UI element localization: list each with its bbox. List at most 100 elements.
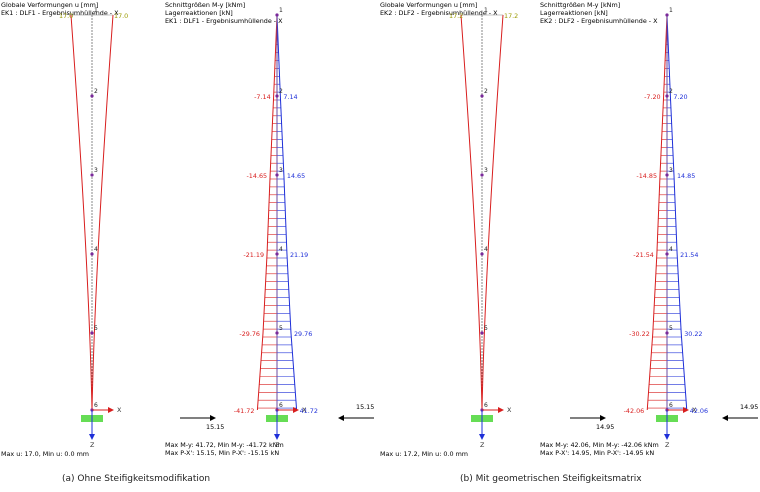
z-axis-arrow-deform-a bbox=[89, 434, 95, 440]
deformed-left-a bbox=[70, 14, 93, 411]
reaction-right-label-a: 15.15 bbox=[356, 403, 374, 411]
moment-neg-outline-a bbox=[256, 14, 278, 411]
moment-header-a-line2: Lagerreaktionen [kN] bbox=[165, 9, 233, 17]
moment-header-b-line3: EK2 : DLF2 - Ergebnisumhüllende - X bbox=[540, 17, 658, 25]
node-label-a-3: 3 bbox=[94, 167, 98, 174]
moment-footer-b-line1: Max M-y: 42.06, Min M-y: -42.06 kNm bbox=[540, 441, 659, 449]
reaction-right-arrow-b bbox=[722, 415, 728, 421]
node-label-a-2: 2 bbox=[94, 88, 98, 95]
node-label-b-5: 5 bbox=[484, 325, 488, 332]
deform-header-a: Globale Verformungen u [mm] EK1 : DLF1 -… bbox=[1, 1, 119, 17]
moment-node-label-b-1: 1 bbox=[669, 7, 673, 14]
z-axis-arrow-moment-a bbox=[274, 434, 280, 440]
z-axis-label-deform-b: Z bbox=[480, 441, 485, 449]
moment-header-a-line3: EK1 : DLF1 - Ergebnisumhüllende - X bbox=[165, 17, 283, 25]
moment-node-label-a-3: 3 bbox=[279, 167, 283, 174]
reaction-left-label-a: 15.15 bbox=[206, 423, 224, 431]
x-axis-arrow-moment-a bbox=[293, 407, 299, 413]
node-marker-b-2 bbox=[480, 94, 484, 98]
moment-neg-label-b-5: -30.22 bbox=[629, 330, 650, 338]
node-label-a-4: 4 bbox=[94, 246, 98, 253]
node-label-b-1: 1 bbox=[484, 7, 488, 14]
moment-node-label-a-4: 4 bbox=[279, 246, 283, 253]
moment-node-marker-b-5 bbox=[665, 331, 669, 335]
moment-node-marker-a-2 bbox=[275, 94, 279, 98]
moment-neg-label-b-3: -14.85 bbox=[636, 172, 657, 180]
moment-neg-label-a-3: -14.65 bbox=[247, 172, 268, 180]
tip-label-right-a: 17.0 bbox=[114, 12, 128, 20]
z-axis-label-deform-a: Z bbox=[90, 441, 95, 449]
node-label-a-5: 5 bbox=[94, 325, 98, 332]
moment-pos-outline-b bbox=[666, 14, 688, 411]
moment-footer-a: Max M-y: 41.72, Min M-y: -41.72 kNm Max … bbox=[165, 441, 284, 457]
reaction-right-arrow-a bbox=[338, 415, 344, 421]
deform-header-b-line1: Globale Verformungen u [mm] bbox=[380, 1, 478, 9]
node-label-a-1: 1 bbox=[94, 7, 98, 14]
moment-pos-label-a-5: 29.76 bbox=[294, 330, 312, 338]
moment-pos-label-a-3: 14.65 bbox=[287, 172, 305, 180]
deform-header-a-line2: EK1 : DLF1 - Ergebnisumhüllende - X bbox=[1, 9, 119, 17]
caption-a: (a) Ohne Steifigkeitsmodifikation bbox=[62, 474, 211, 484]
z-axis-label-moment-a: Z bbox=[275, 441, 280, 449]
moment-neg-label-b-6: -42.06 bbox=[624, 407, 645, 415]
moment-node-marker-a-1 bbox=[275, 13, 279, 17]
moment-node-label-a-2: 2 bbox=[279, 88, 283, 95]
moment-node-marker-a-4 bbox=[275, 252, 279, 256]
moment-footer-a-line2: Max P-X': 15.15, Min P-X': -15.15 kN bbox=[165, 449, 280, 457]
deform-header-b-line2: EK2 : DLF2 - Ergebnisumhüllende - X bbox=[380, 9, 498, 17]
deform-footer-a: Max u: 17.0, Min u: 0.0 mm bbox=[1, 450, 90, 458]
x-axis-label-deform-b: X bbox=[507, 406, 512, 414]
z-axis-label-moment-b: Z bbox=[665, 441, 670, 449]
moment-header-a: Schnittgrößen M-y [kNm] Lagerreaktionen … bbox=[165, 1, 283, 25]
moment-pos-label-b-6: 42.06 bbox=[690, 407, 708, 415]
moment-node-marker-a-5 bbox=[275, 331, 279, 335]
moment-node-marker-b-1 bbox=[665, 13, 669, 17]
moment-pos-label-b-5: 30.22 bbox=[684, 330, 702, 338]
reaction-left-arrow-b bbox=[600, 415, 606, 421]
tip-label-left-a: 17.0 bbox=[59, 12, 73, 20]
node-label-b-2: 2 bbox=[484, 88, 488, 95]
moment-neg-label-b-4: -21.54 bbox=[633, 251, 654, 259]
moment-node-marker-b-2 bbox=[665, 94, 669, 98]
moment-header-b-line1: Schnittgrößen M-y [kNm] bbox=[540, 1, 621, 9]
node-marker-a-3 bbox=[90, 173, 94, 177]
moment-node-label-b-6: 6 bbox=[669, 402, 673, 409]
node-marker-a-2 bbox=[90, 94, 94, 98]
x-axis-arrow-deform-b bbox=[498, 407, 504, 413]
node-marker-a-5 bbox=[90, 331, 94, 335]
x-axis-label-deform-a: X bbox=[117, 406, 122, 414]
node-label-b-4: 4 bbox=[484, 246, 488, 253]
moment-pos-label-b-4: 21.54 bbox=[680, 251, 698, 259]
deform-header-a-line1: Globale Verformungen u [mm] bbox=[1, 1, 99, 9]
node-marker-a-4 bbox=[90, 252, 94, 256]
moment-node-label-b-3: 3 bbox=[669, 167, 673, 174]
moment-pos-label-a-4: 21.19 bbox=[290, 251, 308, 259]
moment-footer-b-line2: Max P-X': 14.95, Min P-X': -14.95 kN bbox=[540, 449, 655, 457]
tip-label-right-b: 17.2 bbox=[504, 12, 518, 20]
reaction-left-label-b: 14.95 bbox=[596, 423, 614, 431]
x-axis-arrow-moment-b bbox=[683, 407, 689, 413]
caption-b: (b) Mit geometrischen Steifigkeitsmatrix bbox=[460, 474, 642, 484]
x-axis-arrow-deform-a bbox=[108, 407, 114, 413]
deform-footer-b: Max u: 17.2, Min u: 0.0 mm bbox=[380, 450, 469, 458]
moment-node-marker-a-3 bbox=[275, 173, 279, 177]
deformed-right-a bbox=[91, 14, 114, 411]
deformed-right-b bbox=[481, 14, 504, 411]
deform-header-b: Globale Verformungen u [mm] EK2 : DLF2 -… bbox=[380, 1, 498, 17]
x-axis-label-moment-a: X bbox=[302, 406, 307, 414]
moment-node-label-b-2: 2 bbox=[669, 88, 673, 95]
tip-label-left-b: 17.2 bbox=[449, 12, 463, 20]
moment-neg-label-a-6: -41.72 bbox=[234, 407, 255, 415]
moment-pos-label-a-6: 41.72 bbox=[300, 407, 318, 415]
moment-node-marker-b-4 bbox=[665, 252, 669, 256]
node-marker-b-5 bbox=[480, 331, 484, 335]
node-label-b-6: 6 bbox=[484, 402, 488, 409]
moment-neg-label-a-5: -29.76 bbox=[239, 330, 260, 338]
reaction-right-label-b: 14.95 bbox=[740, 403, 758, 411]
moment-node-label-b-4: 4 bbox=[669, 246, 673, 253]
moment-neg-outline-b bbox=[646, 14, 668, 411]
node-marker-b-3 bbox=[480, 173, 484, 177]
z-axis-arrow-moment-b bbox=[664, 434, 670, 440]
node-marker-b-4 bbox=[480, 252, 484, 256]
